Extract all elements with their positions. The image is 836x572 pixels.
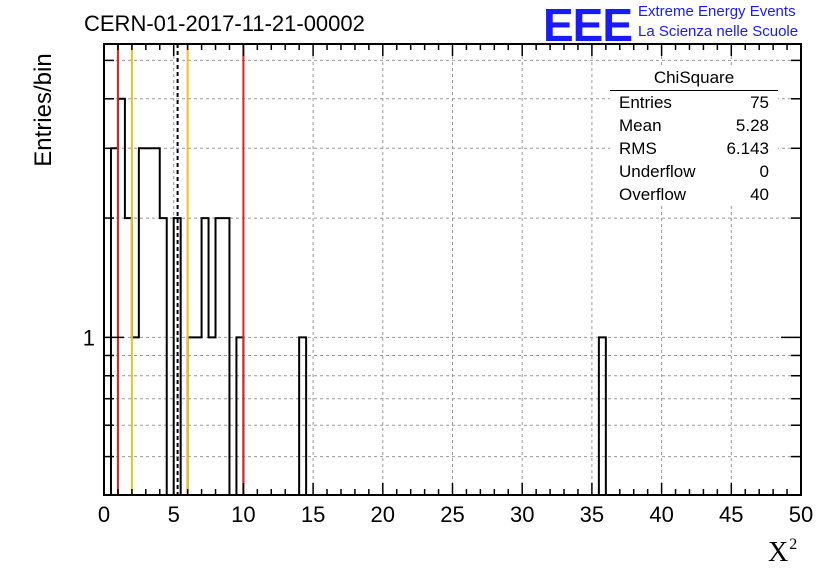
- x-tick-label: 30: [510, 502, 534, 527]
- x-tick-label: 45: [719, 502, 743, 527]
- x-tick-label: 0: [98, 502, 110, 527]
- x-axis-title-superscript: 2: [789, 536, 798, 553]
- stats-value: 40: [750, 185, 769, 204]
- plot-title: CERN-01-2017-11-21-00002: [84, 11, 365, 36]
- x-tick-label: 50: [789, 502, 813, 527]
- x-axis-title-base: X: [768, 537, 789, 568]
- stats-value: 0: [759, 162, 769, 181]
- stats-row: Overflow 40: [610, 183, 778, 206]
- stats-label: Entries: [619, 93, 672, 112]
- stats-label: RMS: [619, 139, 657, 158]
- stats-box: ChiSquare Entries 75 Mean 5.28 RMS 6.143…: [610, 66, 778, 206]
- x-tick-label: 20: [371, 502, 395, 527]
- stats-label: Underflow: [619, 162, 696, 181]
- x-tick-label: 25: [440, 502, 464, 527]
- y-tick-label: 1: [83, 325, 95, 350]
- x-tick-label: 15: [301, 502, 325, 527]
- y-axis-title: Entries/bin: [30, 53, 57, 167]
- eee-logo: EEE: [543, 0, 633, 51]
- x-axis-title: X2: [768, 536, 797, 569]
- x-tick-label: 35: [580, 502, 604, 527]
- stats-value: 75: [750, 93, 769, 112]
- logo-line-2: La Scienza nelle Scuole: [638, 23, 799, 40]
- x-tick-label: 40: [649, 502, 673, 527]
- stats-label: Overflow: [619, 185, 687, 204]
- stats-label: Mean: [619, 116, 662, 135]
- stats-value: 5.28: [735, 116, 769, 135]
- stats-value: 6.143: [726, 139, 769, 158]
- stats-row: Mean 5.28: [610, 114, 778, 137]
- stats-row: Underflow 0: [610, 160, 778, 183]
- stats-title: ChiSquare: [610, 66, 778, 91]
- stats-row: Entries 75: [610, 91, 778, 114]
- stats-row: RMS 6.143: [610, 137, 778, 160]
- x-tick-label: 10: [231, 502, 255, 527]
- x-tick-label: 5: [168, 502, 180, 527]
- logo-line-1: Extreme Energy Events: [638, 3, 796, 20]
